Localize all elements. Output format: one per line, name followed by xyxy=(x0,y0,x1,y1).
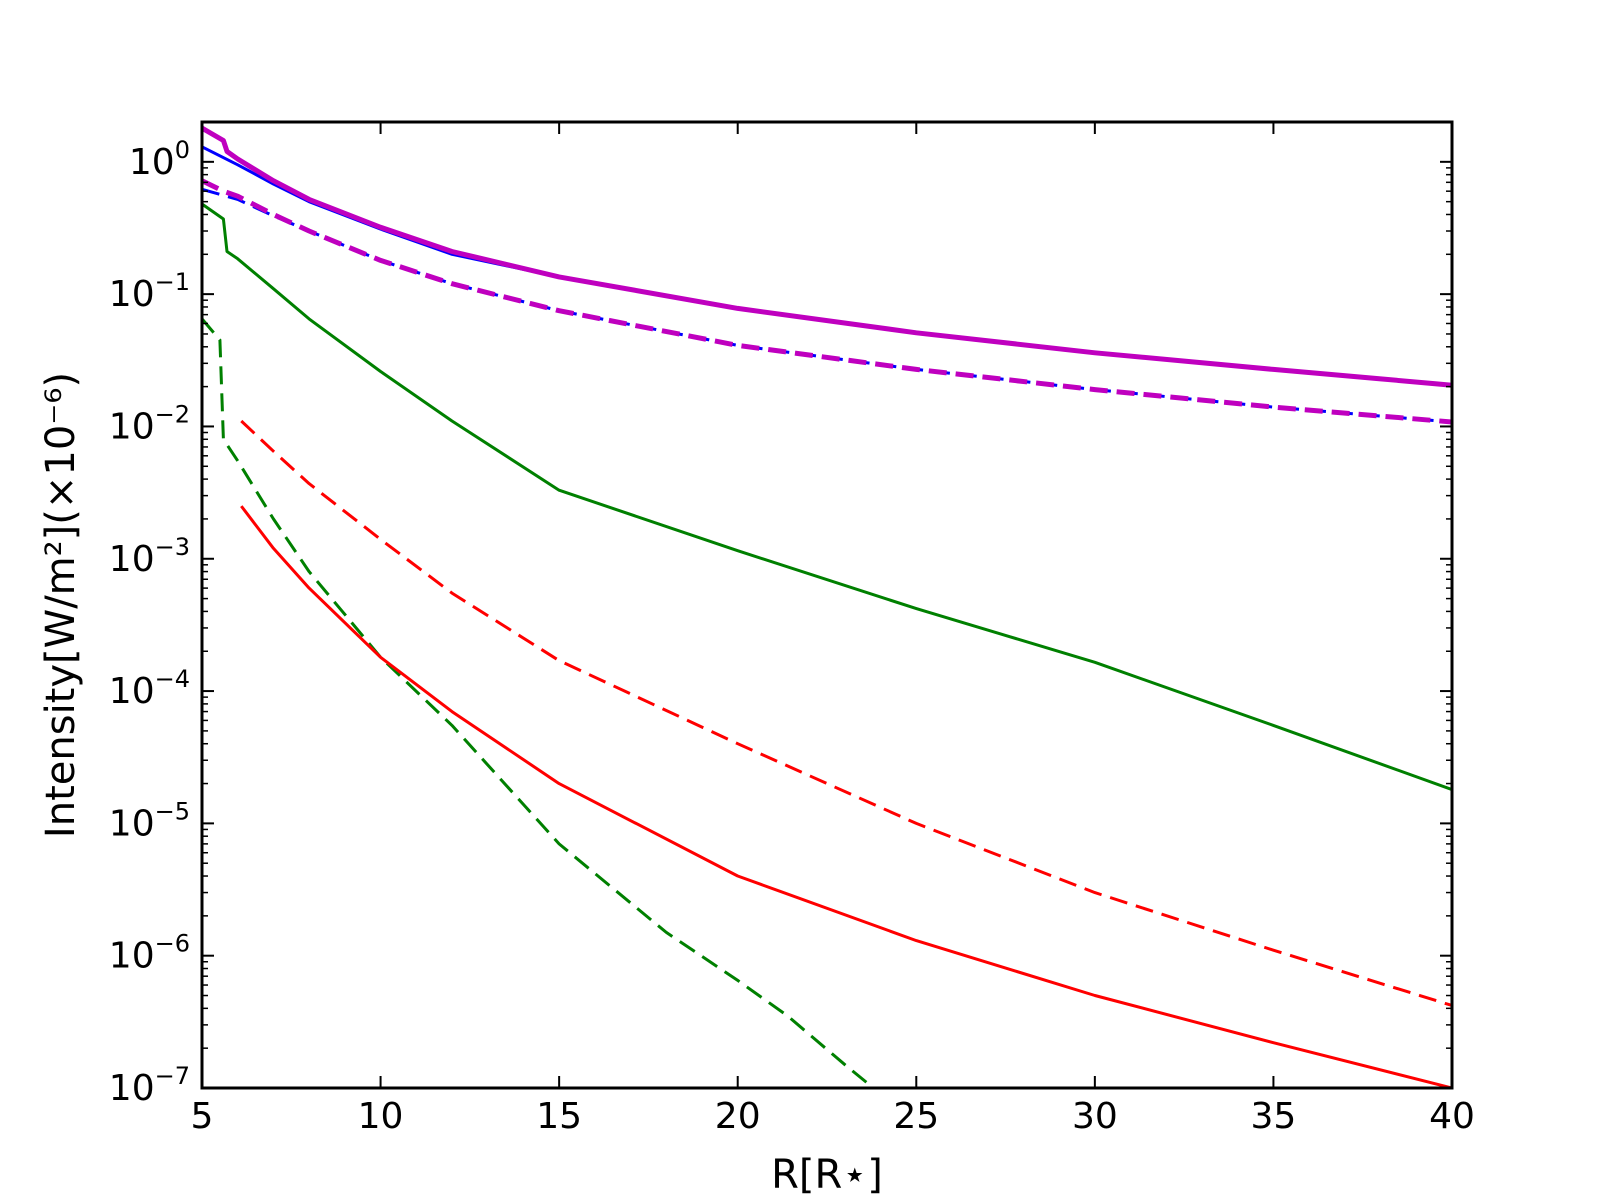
series-line-5 xyxy=(202,202,1452,792)
y-tick-label-exponent: −6 xyxy=(155,930,190,958)
y-axis-title: Intensity[W/m²](×10⁻⁶) xyxy=(38,372,84,838)
x-tick-label-8: 40 xyxy=(1429,1096,1475,1137)
y-tick-label-exponent: −7 xyxy=(155,1062,190,1090)
y-tick-label-base: 10 xyxy=(109,936,155,977)
x-tick-label-4: 20 xyxy=(715,1096,761,1137)
y-tick-label-base: 10 xyxy=(109,1068,155,1109)
y-tick-label-base: 10 xyxy=(109,539,155,580)
series-line-7 xyxy=(240,505,1452,1088)
y-tick-label-7: 10−1 xyxy=(109,268,190,315)
plot-frame xyxy=(200,120,1454,1090)
y-tick-label-exponent: −3 xyxy=(155,533,190,561)
y-tick-label-3: 10−5 xyxy=(109,797,190,844)
y-tick-label-6: 10−2 xyxy=(109,400,190,447)
y-tick-label-base: 10 xyxy=(129,142,175,183)
series-line-4 xyxy=(202,178,1452,425)
x-tick-label-7: 35 xyxy=(1251,1096,1297,1137)
y-tick-label-1: 10−7 xyxy=(109,1062,190,1109)
series-line-3 xyxy=(202,125,1452,388)
y-tick-label-exponent: −4 xyxy=(155,665,190,693)
y-tick-label-4: 10−4 xyxy=(109,665,190,712)
x-tick-label-3: 15 xyxy=(536,1096,582,1137)
y-tick-label-base: 10 xyxy=(109,803,155,844)
y-tick-label-base: 10 xyxy=(109,671,155,712)
labels-layer: 5 10 15 20 25 30 35 4010−710−610−510−410−310−21… xyxy=(109,136,1475,1137)
y-tick-label-exponent: −2 xyxy=(155,400,190,428)
series-line-6 xyxy=(202,317,875,1088)
x-tick-label-2: 10 xyxy=(358,1096,404,1137)
y-tick-label-base: 10 xyxy=(109,274,155,315)
y-tick-label-exponent: −5 xyxy=(155,797,190,825)
x-tick-label-5: 25 xyxy=(893,1096,939,1137)
y-tick-label-2: 10−6 xyxy=(109,930,190,977)
x-axis-title: R[R⋆] xyxy=(771,1152,883,1198)
y-tick-label-exponent: 0 xyxy=(175,136,190,164)
y-tick-label-exponent: −1 xyxy=(155,268,190,296)
series-layer xyxy=(202,125,1452,1088)
y-tick-label-8: 100 xyxy=(129,136,190,183)
x-tick-label-1: 5 xyxy=(191,1096,214,1137)
y-tick-label-base: 10 xyxy=(109,406,155,447)
y-tick-label-5: 10−3 xyxy=(109,533,190,580)
x-tick-label-6: 30 xyxy=(1072,1096,1118,1137)
